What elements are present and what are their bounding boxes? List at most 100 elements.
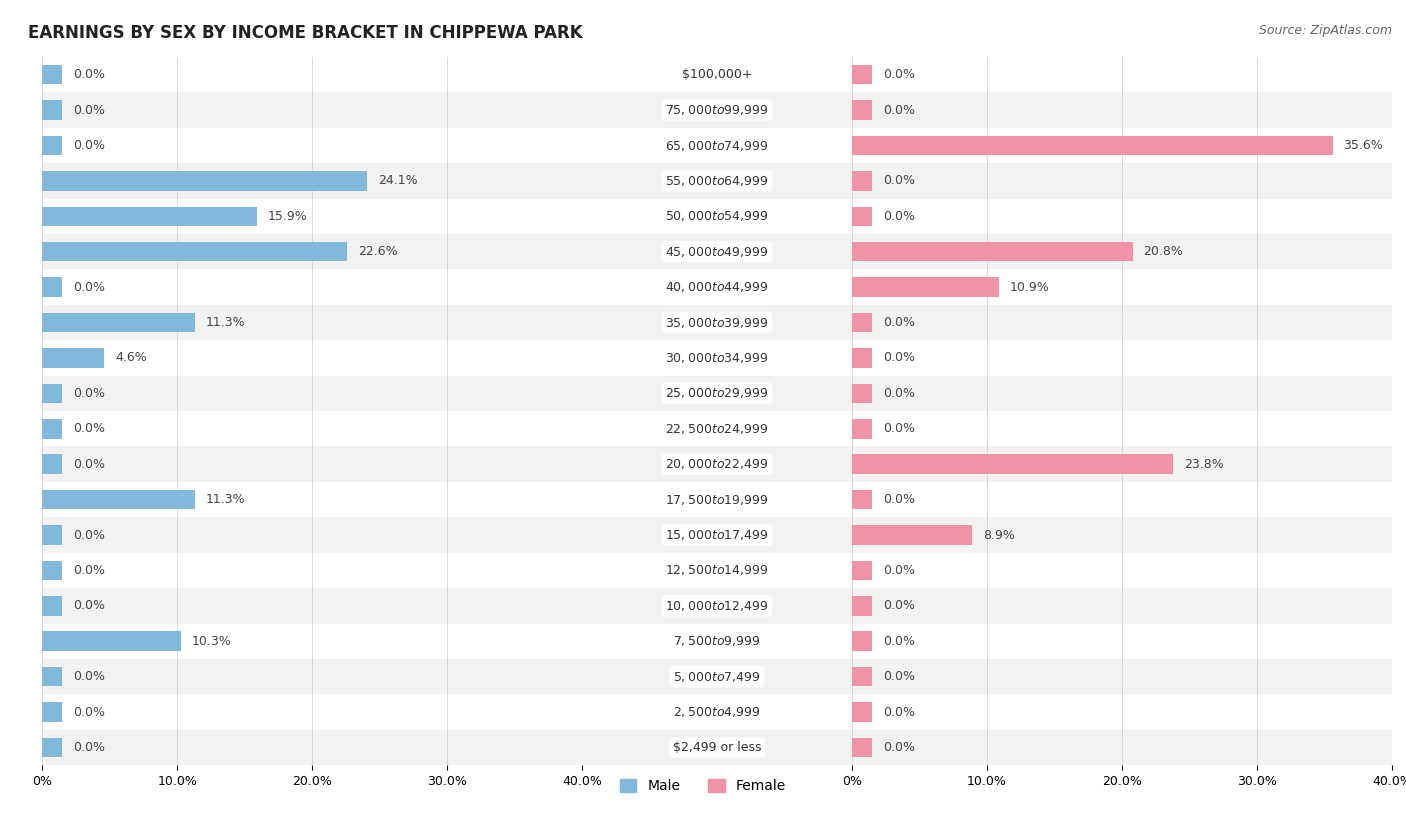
Bar <box>852 383 872 403</box>
Bar <box>852 553 1392 588</box>
Bar <box>852 136 1333 155</box>
Bar <box>42 419 62 439</box>
Text: EARNINGS BY SEX BY INCOME BRACKET IN CHIPPEWA PARK: EARNINGS BY SEX BY INCOME BRACKET IN CHI… <box>28 24 582 42</box>
Text: 11.3%: 11.3% <box>205 493 245 506</box>
Bar <box>582 624 852 659</box>
Bar <box>852 313 872 332</box>
Bar <box>852 446 1392 482</box>
Text: $100,000+: $100,000+ <box>682 68 752 81</box>
Text: $65,000 to $74,999: $65,000 to $74,999 <box>665 138 769 152</box>
Bar <box>42 624 582 659</box>
Bar <box>582 730 852 765</box>
Bar <box>42 454 62 474</box>
Bar <box>852 128 1392 163</box>
Bar <box>582 128 852 163</box>
Bar <box>42 730 582 765</box>
Text: 11.3%: 11.3% <box>205 316 245 329</box>
Text: 15.9%: 15.9% <box>267 210 308 223</box>
Text: 0.0%: 0.0% <box>73 103 105 116</box>
Text: 24.1%: 24.1% <box>378 174 418 187</box>
Bar <box>852 454 1173 474</box>
Bar <box>42 57 582 92</box>
Bar <box>42 561 62 580</box>
Bar <box>582 340 852 375</box>
Bar <box>852 730 1392 765</box>
Bar <box>582 163 852 199</box>
Text: $35,000 to $39,999: $35,000 to $39,999 <box>665 316 769 330</box>
Bar <box>42 92 582 128</box>
Text: $45,000 to $49,999: $45,000 to $49,999 <box>665 245 769 259</box>
Text: 0.0%: 0.0% <box>883 422 915 435</box>
Text: $5,000 to $7,499: $5,000 to $7,499 <box>673 670 761 684</box>
Text: 0.0%: 0.0% <box>73 422 105 435</box>
Bar <box>582 269 852 304</box>
Bar <box>42 411 582 446</box>
Text: 0.0%: 0.0% <box>883 68 915 81</box>
Bar <box>852 242 1133 261</box>
Bar <box>852 278 1000 297</box>
Text: 20.8%: 20.8% <box>1143 245 1184 258</box>
Bar <box>852 234 1392 269</box>
Text: 0.0%: 0.0% <box>883 564 915 577</box>
Bar <box>852 375 1392 411</box>
Text: 0.0%: 0.0% <box>73 457 105 470</box>
Text: $7,500 to $9,999: $7,500 to $9,999 <box>673 634 761 648</box>
Bar <box>42 588 582 624</box>
Text: 22.6%: 22.6% <box>359 245 398 258</box>
Bar <box>582 694 852 730</box>
Bar <box>582 199 852 234</box>
Bar <box>852 411 1392 446</box>
Bar <box>42 702 62 722</box>
Bar <box>852 659 1392 694</box>
Text: $50,000 to $54,999: $50,000 to $54,999 <box>665 209 769 223</box>
Text: 0.0%: 0.0% <box>73 387 105 400</box>
Bar <box>852 624 1392 659</box>
Bar <box>852 348 872 368</box>
Text: 23.8%: 23.8% <box>1184 457 1223 470</box>
Text: $20,000 to $22,499: $20,000 to $22,499 <box>665 457 769 471</box>
Bar <box>852 518 1392 553</box>
Text: $10,000 to $12,499: $10,000 to $12,499 <box>665 599 769 613</box>
Text: $75,000 to $99,999: $75,000 to $99,999 <box>665 103 769 117</box>
Text: 0.0%: 0.0% <box>883 352 915 365</box>
Bar <box>42 340 582 375</box>
Text: 0.0%: 0.0% <box>73 564 105 577</box>
Text: 0.0%: 0.0% <box>73 599 105 612</box>
Text: 10.9%: 10.9% <box>1010 281 1050 294</box>
Text: 0.0%: 0.0% <box>883 741 915 754</box>
Text: $55,000 to $64,999: $55,000 to $64,999 <box>665 174 769 188</box>
Text: $2,499 or less: $2,499 or less <box>673 741 761 754</box>
Bar <box>852 57 1392 92</box>
Bar <box>852 482 1392 518</box>
Text: 0.0%: 0.0% <box>73 281 105 294</box>
Bar <box>852 65 872 85</box>
Text: 0.0%: 0.0% <box>73 706 105 719</box>
Bar <box>42 482 582 518</box>
Text: 0.0%: 0.0% <box>883 635 915 648</box>
Bar <box>42 667 62 686</box>
Bar <box>852 100 872 120</box>
Bar <box>852 525 972 545</box>
Text: 0.0%: 0.0% <box>883 103 915 116</box>
Text: $30,000 to $34,999: $30,000 to $34,999 <box>665 351 769 365</box>
Text: 4.6%: 4.6% <box>115 352 146 365</box>
Bar <box>42 278 62 297</box>
Bar <box>582 375 852 411</box>
Bar <box>582 234 852 269</box>
Bar <box>42 375 582 411</box>
Text: 0.0%: 0.0% <box>883 174 915 187</box>
Bar <box>852 199 1392 234</box>
Text: $12,500 to $14,999: $12,500 to $14,999 <box>665 563 769 577</box>
Bar <box>852 596 872 615</box>
Bar <box>42 596 62 615</box>
Text: $22,500 to $24,999: $22,500 to $24,999 <box>665 422 769 435</box>
Text: 0.0%: 0.0% <box>73 741 105 754</box>
Bar <box>852 588 1392 624</box>
Text: Source: ZipAtlas.com: Source: ZipAtlas.com <box>1258 24 1392 37</box>
Bar <box>852 92 1392 128</box>
Text: 0.0%: 0.0% <box>883 493 915 506</box>
Bar <box>42 242 347 261</box>
Text: 0.0%: 0.0% <box>883 599 915 612</box>
Bar <box>42 348 104 368</box>
Bar <box>42 100 62 120</box>
